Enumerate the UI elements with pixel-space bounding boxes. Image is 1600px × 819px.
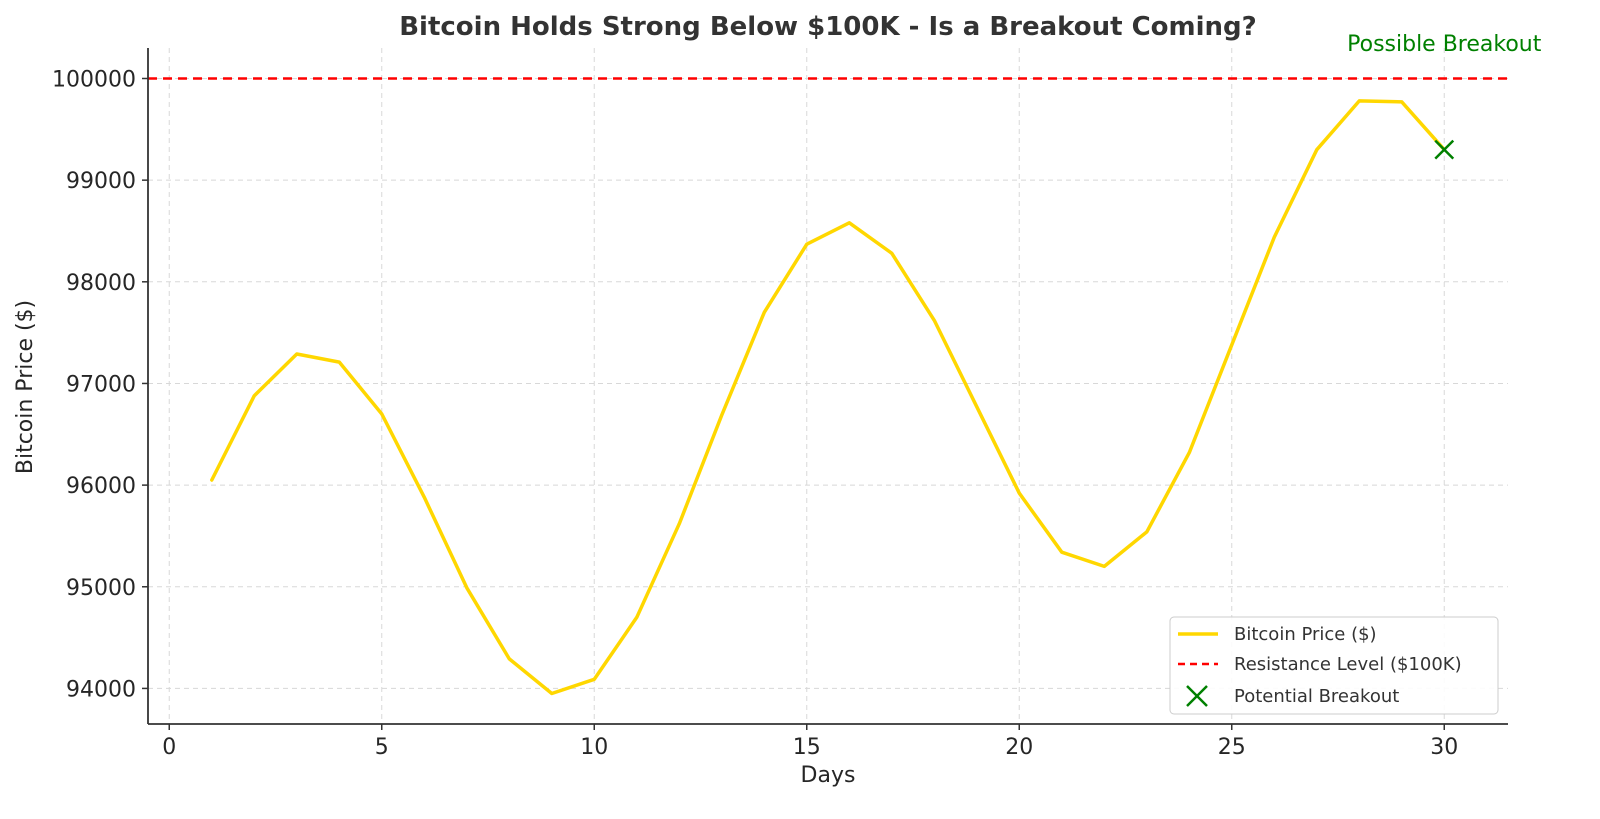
price-line [210, 99, 1447, 696]
y-axis-label: Bitcoin Price ($) [13, 300, 38, 474]
legend-swatch-breakout [1186, 685, 1208, 707]
y-tick-label: 94000 [66, 677, 136, 702]
breakout-marker-stroke [1434, 139, 1455, 160]
breakout-marker [1434, 139, 1455, 160]
legend-label-resistance: Resistance Level ($100K) [1234, 654, 1462, 675]
x-tick-label: 20 [1005, 735, 1033, 760]
y-tick-label: 96000 [66, 474, 136, 499]
markers [1434, 139, 1455, 160]
y-tick-label: 98000 [66, 271, 136, 296]
x-tick-label: 5 [375, 735, 389, 760]
x-tick-label: 15 [793, 735, 821, 760]
breakout-annotation: Possible Breakout [1347, 32, 1542, 57]
legend-label-breakout: Potential Breakout [1234, 686, 1399, 707]
y-tick-label: 100000 [52, 67, 136, 92]
x-tick-label: 10 [580, 735, 608, 760]
annotations: Possible Breakout [1347, 32, 1542, 57]
legend-label-price: Bitcoin Price ($) [1234, 624, 1377, 645]
chart-title: Bitcoin Holds Strong Below $100K - Is a … [399, 12, 1257, 42]
y-tick-label: 95000 [66, 576, 136, 601]
y-tick-label: 99000 [66, 169, 136, 194]
x-tick-label: 25 [1218, 735, 1246, 760]
tick-labels: 0 5 10 15 20 25 30 94000 95000 96000 97000 98000 990… [52, 67, 1458, 760]
axes [142, 48, 1508, 730]
x-tick-label: 30 [1430, 735, 1458, 760]
legend: Bitcoin Price ($) Resistance Level ($100… [1169, 616, 1499, 715]
x-tick-label: 0 [162, 735, 176, 760]
x-axis-label: Days [801, 763, 856, 788]
y-tick-label: 97000 [66, 372, 136, 397]
legend-box [1169, 616, 1499, 715]
series-lines [210, 99, 1447, 696]
